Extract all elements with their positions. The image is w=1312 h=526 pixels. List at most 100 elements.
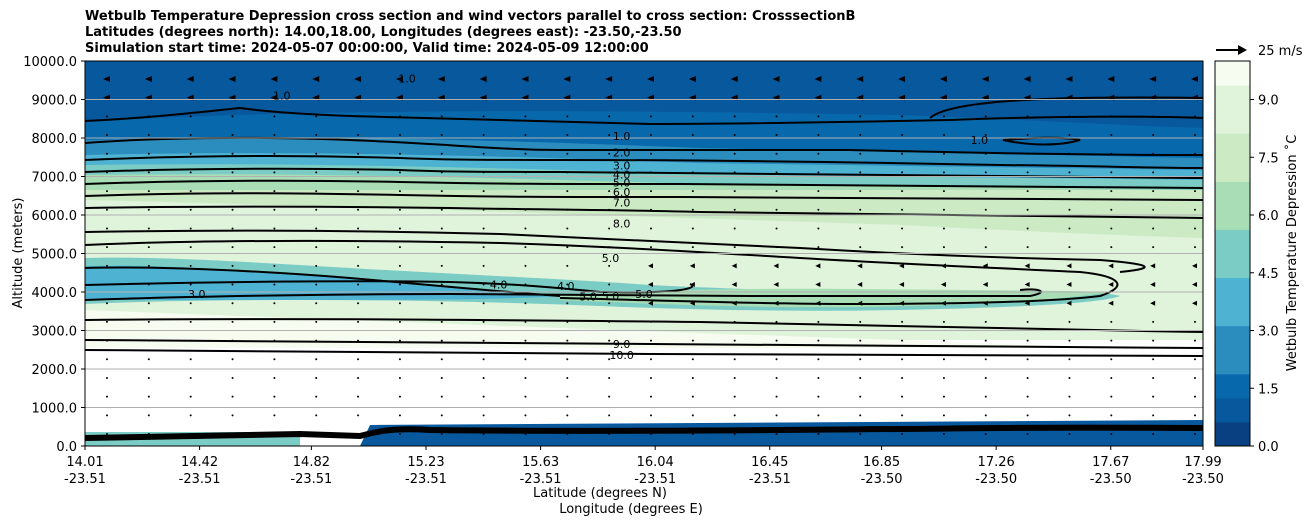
wind-vector-dot (984, 134, 987, 137)
wind-vector-dot (566, 320, 569, 323)
wind-vector-dot (1026, 320, 1029, 323)
wind-vector-arrow (648, 263, 653, 269)
wind-vector-dot (733, 358, 736, 361)
wind-vector-arrow (1150, 300, 1156, 306)
wind-vector-dot (106, 414, 108, 417)
wind-vector-dot (189, 171, 192, 174)
wind-vector-dot (859, 320, 862, 323)
wind-vector-dot (608, 152, 611, 155)
wind-vector-dot (691, 395, 694, 398)
wind-vector-dot (524, 320, 527, 323)
wind-vector-dot (1152, 227, 1155, 230)
colorbar-segment (1215, 349, 1250, 375)
contour-label: 4.0 (557, 280, 575, 293)
wind-vector-dot (608, 320, 611, 323)
wind-vector-arrow (1191, 76, 1198, 82)
contour-line (85, 154, 1203, 169)
wind-vector-dot (398, 171, 401, 174)
wind-vector-dot (566, 208, 569, 211)
wind-vector-dot (1026, 395, 1029, 398)
wind-vector-dot (106, 283, 108, 286)
wind-vector-dot (106, 227, 108, 230)
wind-vector-dot (315, 246, 318, 249)
wind-vector-arrow (1108, 263, 1114, 269)
wind-vector-dot (1026, 433, 1029, 435)
wind-vector-dot (482, 208, 485, 211)
wind-vector-arrow (689, 300, 695, 306)
wind-vector-arrow (856, 76, 864, 82)
wind-vector-dot (859, 190, 862, 193)
x-tick-label-lon: -23.51 (64, 472, 106, 487)
wind-vector-dot (357, 246, 360, 249)
wind-vector-dot (315, 433, 318, 435)
colorbar-segment (1215, 421, 1250, 447)
wind-vector-dot (189, 395, 192, 398)
wind-vector-dot (273, 227, 276, 230)
wind-vector-dot (1194, 115, 1196, 118)
contour-line (85, 266, 561, 297)
wind-vector-dot (984, 152, 987, 155)
band-mid-blue (85, 265, 560, 300)
wind-vector-dot (1152, 358, 1155, 361)
wind-vector-dot (691, 208, 694, 211)
contour-label: 6.0 (613, 186, 631, 199)
wind-vector-dot (273, 414, 276, 417)
x-tick-label-lat: 17.67 (1092, 455, 1129, 470)
wind-vector-dot (1194, 134, 1196, 137)
wind-vector-dot (1110, 433, 1113, 435)
wind-vector-arrow (899, 300, 905, 306)
contour-label: 10.0 (609, 349, 634, 362)
contour-label: 3.0 (188, 288, 206, 301)
wind-vector-dot (231, 395, 234, 398)
wind-vector-dot (273, 208, 276, 211)
x-tick-label-lon: -23.50 (1182, 472, 1224, 487)
wind-vector-dot (817, 376, 820, 379)
wind-vector-dot (1026, 208, 1029, 211)
wind-vector-dot (1152, 395, 1155, 398)
wind-vector-dot (1068, 208, 1071, 211)
x-tick-label-lat: 15.63 (522, 455, 559, 470)
wind-vector-dot (733, 246, 736, 249)
wind-vector-arrow (1065, 76, 1073, 82)
wind-vector-dot (273, 264, 276, 267)
wind-vector-dot (231, 208, 234, 211)
wind-vector-dot (398, 152, 401, 155)
wind-vector-dot (524, 246, 527, 249)
wind-vector-arrow (773, 263, 779, 269)
wind-vector-dot (566, 264, 569, 267)
wind-vector-dot (984, 171, 987, 174)
wind-vector-dot (440, 152, 443, 155)
wind-vector-dot (106, 339, 108, 342)
wind-vector-dot (315, 302, 318, 305)
wind-vector-dot (357, 152, 360, 155)
wind-vector-arrow (1192, 282, 1197, 288)
wind-vector-dot (482, 414, 485, 417)
wind-vector-dot (691, 376, 694, 379)
title-line-1: Wetbulb Temperature Depression cross sec… (85, 9, 856, 24)
wind-vector-dot (1110, 208, 1113, 211)
wind-vector-arrow (144, 76, 152, 82)
colorbar-segment (1215, 397, 1250, 423)
wind-vector-dot (733, 190, 736, 193)
wind-vector-dot (901, 227, 904, 230)
colorbar-segment (1215, 229, 1250, 254)
wind-vector-dot (106, 320, 108, 323)
wind-vector-dot (733, 227, 736, 230)
x-tick-label-lon: -23.51 (634, 472, 676, 487)
wind-vector-dot (859, 395, 862, 398)
wind-vector-dot (273, 358, 276, 361)
wind-vector-dot (901, 358, 904, 361)
wind-vector-dot (1068, 339, 1071, 342)
wind-vector-dot (315, 152, 318, 155)
wind-vector-arrow (689, 263, 695, 269)
wind-vector-dot (1068, 190, 1071, 193)
wind-vector-dot (566, 433, 569, 435)
wind-vector-dot (315, 171, 318, 174)
wind-vector-dot (733, 134, 736, 137)
wind-vector-dot (231, 115, 234, 118)
wind-vector-dot (817, 395, 820, 398)
contour-label: 5.0 (579, 291, 597, 304)
wind-vector-arrow (1192, 263, 1197, 269)
wind-vector-dot (1068, 227, 1071, 230)
wind-vector-dot (147, 208, 150, 211)
